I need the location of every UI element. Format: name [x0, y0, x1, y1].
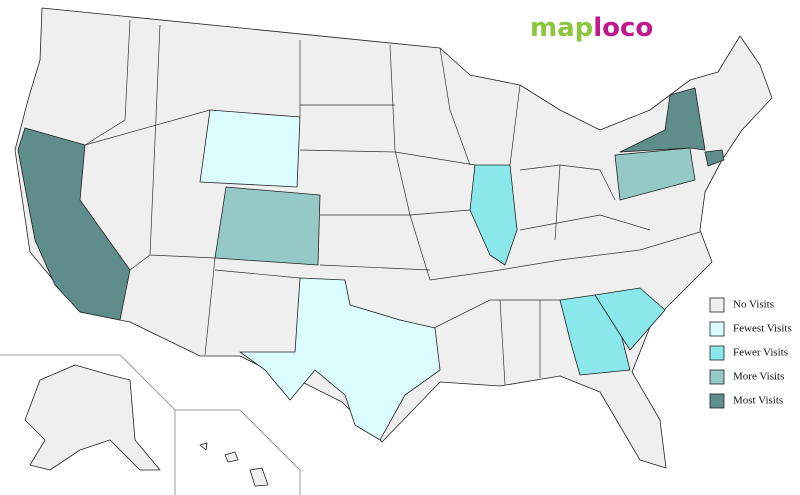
legend-label: Fewer Visits: [733, 347, 788, 359]
legend-swatch: [709, 297, 725, 313]
state-california: [17, 127, 131, 321]
state-new-york: [619, 87, 706, 153]
insets: [0, 354, 301, 495]
legend-swatch: [709, 393, 725, 409]
legend-label: More Visits: [733, 371, 784, 383]
state-hawaii: [199, 442, 269, 487]
logo-part: map: [530, 13, 593, 43]
legend-swatch: [709, 345, 725, 361]
state-illinois: [469, 164, 518, 266]
legend-label: Fewest Visits: [733, 323, 792, 335]
state-wyoming: [199, 109, 301, 188]
state-alaska: [24, 364, 161, 471]
legend-swatch: [709, 321, 725, 337]
state-colorado: [214, 186, 321, 266]
logo-part: loco: [593, 13, 653, 43]
state-south-carolina: [594, 287, 666, 351]
legend-label: Most Visits: [733, 395, 783, 407]
logo: maploco: [530, 13, 653, 43]
state-texas: [239, 277, 441, 441]
legend: No Visits Fewest Visits Fewer Visits More V…: [709, 297, 792, 409]
state-pennsylvania: [614, 147, 696, 201]
state-connecticut: [704, 149, 725, 167]
state-borders: [84, 19, 701, 386]
legend-label: No Visits: [733, 299, 774, 311]
legend-swatch: [709, 369, 725, 385]
